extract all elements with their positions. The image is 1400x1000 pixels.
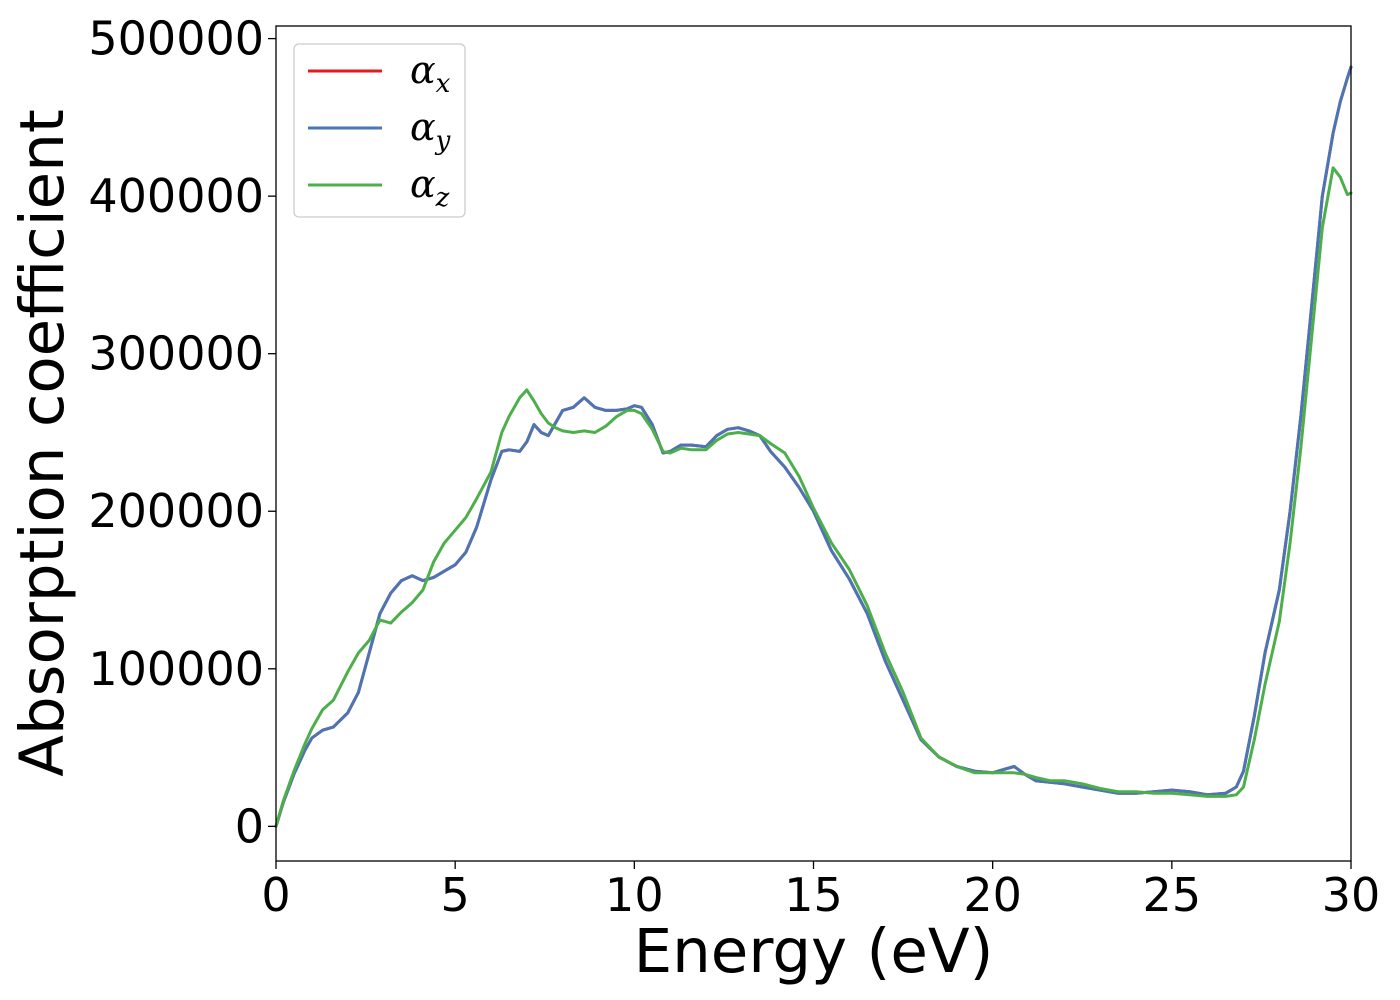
x-axis-label: Energy (eV) [634, 916, 994, 987]
x-tick-label: 15 [784, 868, 843, 922]
y-tick-label: 300000 [88, 327, 264, 381]
x-tick-label: 20 [963, 868, 1022, 922]
x-tick-label: 10 [605, 868, 664, 922]
series-lines [274, 65, 1353, 828]
series-line-y [274, 65, 1353, 828]
y-tick-label: 400000 [88, 169, 264, 223]
legend-subscript: x [436, 69, 451, 99]
x-tick-label: 30 [1322, 868, 1381, 922]
legend-subscript: z [435, 183, 450, 213]
legend-box [293, 43, 466, 218]
legend-subscript: y [435, 126, 451, 156]
y-tick-label: 0 [235, 799, 264, 853]
y-tick-label: 100000 [88, 642, 264, 696]
x-tick-label: 25 [1143, 868, 1202, 922]
x-tick-label: 0 [261, 868, 290, 922]
y-tick-label: 500000 [88, 12, 264, 66]
y-tick-label: 200000 [88, 484, 264, 538]
x-tick-label: 5 [441, 868, 470, 922]
series-line-z [274, 166, 1353, 828]
y-axis-ticks: 0 100000 200000 300000 400000 500000 [88, 12, 276, 853]
y-axis-label: Absorption coefficient [7, 109, 78, 777]
x-axis-ticks: 0 5 10 15 20 25 30 [261, 861, 1380, 922]
